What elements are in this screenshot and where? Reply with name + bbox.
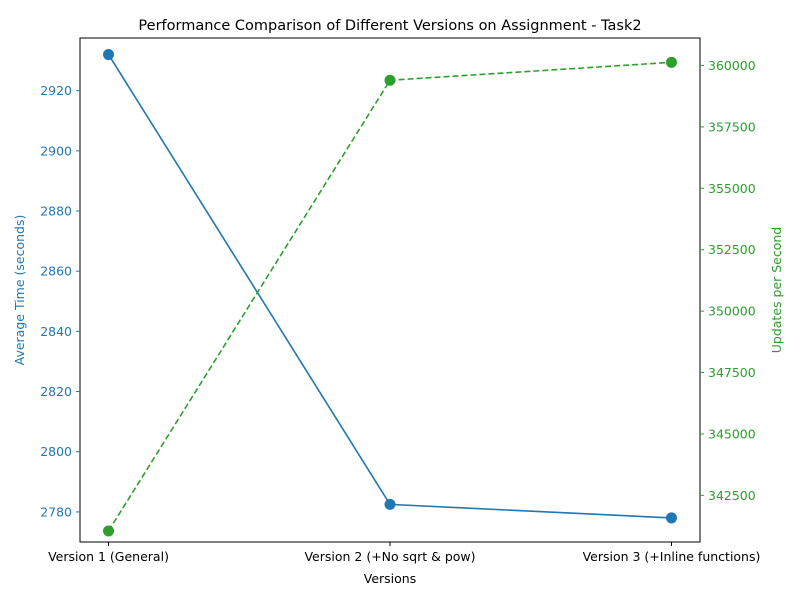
left-y-tick-label: 2880 [40, 204, 72, 219]
left-y-tick-label: 2820 [40, 384, 72, 399]
right-y-tick-label: 342500 [708, 488, 756, 503]
right-y-tick-label: 347500 [708, 365, 756, 380]
right-y-tick-label: 350000 [708, 304, 756, 319]
right-y-tick-label: 357500 [708, 119, 756, 134]
average-time-point [384, 498, 396, 510]
x-tick-label: Version 3 (+Inline functions) [583, 549, 761, 564]
left-y-tick-label: 2780 [40, 504, 72, 519]
updates-per-second-point [103, 525, 115, 537]
left-y-tick-label: 2900 [40, 143, 72, 158]
average-time-point [103, 49, 115, 61]
left-y-tick-label: 2800 [40, 444, 72, 459]
right-y-axis-title: Updates per Second [769, 227, 784, 354]
left-y-tick-label: 2840 [40, 324, 72, 339]
left-y-tick-label: 2860 [40, 264, 72, 279]
x-tick-label: Version 1 (General) [48, 549, 169, 564]
right-y-tick-label: 352500 [708, 242, 756, 257]
right-y-tick-label: 345000 [708, 426, 756, 441]
average-time-point [665, 512, 677, 524]
plot-area: Version 1 (General) Version 2 (+No sqrt &… [40, 37, 761, 564]
right-y-tick-label: 360000 [708, 58, 756, 73]
x-tick-label: Version 2 (+No sqrt & pow) [304, 549, 475, 564]
left-y-tick-label: 2920 [40, 83, 72, 98]
right-y-tick-label: 355000 [708, 181, 756, 196]
x-axis-title: Versions [364, 571, 416, 586]
chart-title: Performance Comparison of Different Vers… [138, 18, 641, 34]
left-y-axis-title: Average Time (seconds) [12, 215, 27, 366]
updates-per-second-point [384, 74, 396, 86]
updates-per-second-point [665, 56, 677, 68]
